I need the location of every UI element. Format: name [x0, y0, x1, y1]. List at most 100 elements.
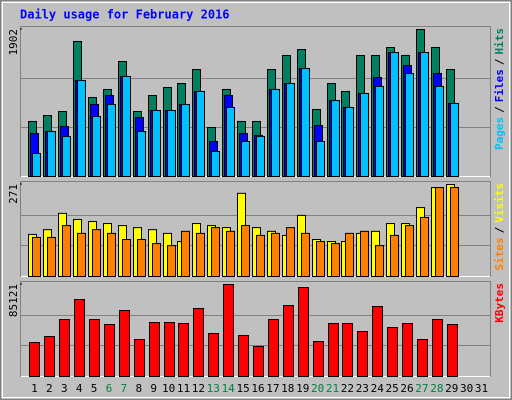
y-tick-label: 1902: [7, 29, 20, 56]
x-tick-label: 24: [371, 382, 385, 395]
bar: [268, 319, 279, 378]
bar: [372, 306, 383, 377]
bar: [435, 187, 444, 277]
bar: [271, 232, 280, 277]
x-tick-label: 7: [121, 382, 128, 395]
bar: [122, 238, 131, 277]
bar: [432, 319, 443, 378]
bar: [107, 232, 116, 277]
bar: [104, 324, 115, 377]
x-tick-label: 20: [311, 382, 324, 395]
bar: [375, 245, 384, 277]
x-tick-label: 31: [475, 382, 488, 395]
bar: [47, 236, 56, 278]
legend-entry: Visits: [493, 183, 506, 223]
bar: [298, 287, 309, 377]
legend: KBytes: [493, 283, 506, 323]
bar: [32, 152, 41, 178]
bar: [137, 131, 146, 177]
bar: [328, 323, 339, 377]
bar: [92, 229, 101, 277]
x-tick-label: 3: [61, 382, 68, 395]
bar: [122, 75, 131, 177]
bar: [405, 225, 414, 277]
x-tick-label: 23: [356, 382, 369, 395]
x-tick-label: 9: [150, 382, 157, 395]
bar: [47, 131, 56, 177]
bar: [345, 232, 354, 277]
bar: [211, 227, 220, 278]
bar: [226, 230, 235, 277]
bar: [375, 85, 384, 177]
legend-entry: KBytes: [493, 283, 506, 323]
x-tick-label: 1: [31, 382, 38, 395]
x-tick-label: 22: [341, 382, 354, 395]
x-tick-label: 16: [251, 382, 264, 395]
bar: [137, 238, 146, 277]
bar: [92, 116, 101, 177]
x-tick-label: 27: [415, 382, 428, 395]
bar: [435, 85, 444, 177]
bar: [59, 319, 70, 378]
x-tick-label: 30: [460, 382, 473, 395]
bar: [152, 243, 161, 278]
bar: [405, 72, 414, 177]
x-tick-label: 15: [236, 382, 249, 395]
y-tick-label: 271: [7, 184, 20, 204]
bar: [89, 319, 100, 378]
bar: [417, 339, 428, 377]
bar: [77, 80, 86, 177]
bar: [167, 245, 176, 277]
bar: [345, 106, 354, 177]
x-tick-label: 6: [106, 382, 113, 395]
bar: [211, 150, 220, 177]
bar: [107, 103, 116, 177]
bar: [331, 243, 340, 278]
x-tick-label: 14: [222, 382, 236, 395]
legend-entry: Sites: [493, 237, 506, 270]
bar: [164, 322, 175, 378]
legend-separator: /: [493, 226, 506, 233]
x-tick-label: 17: [266, 382, 279, 395]
legend-entry: Pages: [493, 117, 506, 150]
bar: [223, 284, 234, 377]
x-tick-label: 10: [162, 382, 175, 395]
x-tick-label: 8: [135, 382, 142, 395]
x-tick-label: 25: [386, 382, 399, 395]
x-tick-label: 18: [281, 382, 294, 395]
bar: [420, 52, 429, 177]
bar: [62, 135, 71, 177]
x-tick-label: 28: [430, 382, 443, 395]
bar: [77, 232, 86, 277]
bar: [387, 327, 398, 377]
bar: [196, 90, 205, 177]
bar: [181, 103, 190, 177]
bar: [193, 308, 204, 378]
x-tick-label: 19: [296, 382, 309, 395]
bar: [420, 216, 429, 277]
bar: [167, 109, 176, 177]
bar: [149, 322, 160, 378]
bar: [238, 335, 249, 377]
bar: [342, 323, 353, 377]
bar: [316, 140, 325, 177]
bar: [29, 342, 40, 378]
x-tick-label: 12: [192, 382, 205, 395]
bar: [256, 135, 265, 177]
bar: [241, 140, 250, 177]
x-tick-label: 13: [207, 382, 220, 395]
bar: [74, 299, 85, 377]
bar: [390, 52, 399, 177]
legend-entry: Hits: [493, 28, 506, 55]
bar: [119, 310, 130, 378]
bar: [62, 225, 71, 277]
bar: [286, 83, 295, 177]
bar: [450, 187, 459, 277]
bar: [447, 324, 458, 377]
legend: Sites / Visits: [493, 183, 506, 271]
bar: [44, 336, 55, 377]
bar: [390, 234, 399, 278]
bar: [450, 102, 459, 177]
